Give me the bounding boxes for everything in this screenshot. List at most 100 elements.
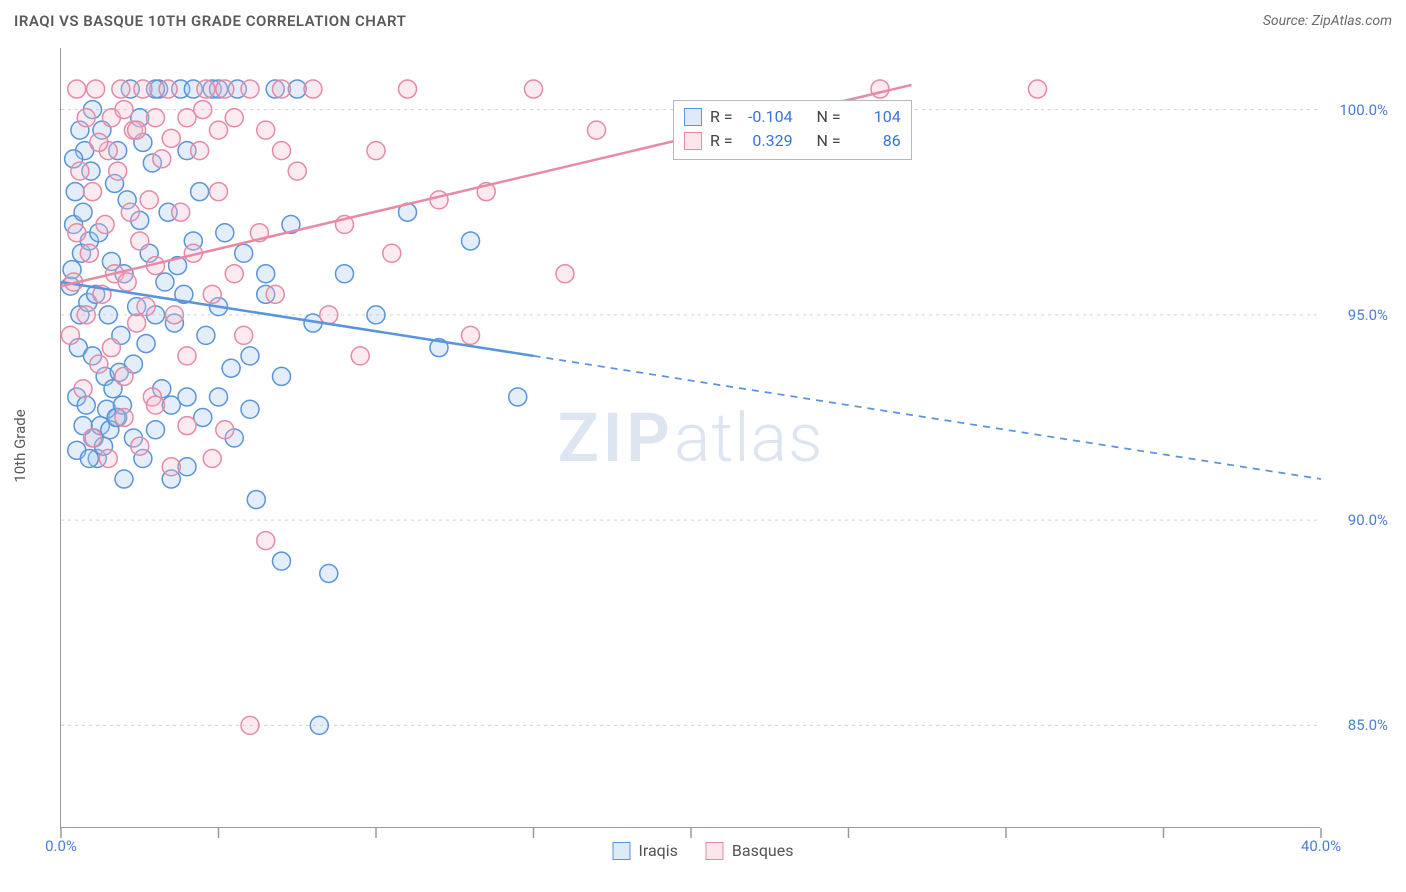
scatter-point (99, 306, 117, 324)
scatter-point (68, 224, 86, 242)
scatter-point (147, 421, 165, 439)
scatter-point (210, 183, 228, 201)
scatter-point (191, 183, 209, 201)
scatter-point (128, 314, 146, 332)
scatter-point (1029, 80, 1047, 98)
scatter-point (115, 408, 133, 426)
scatter-point (128, 121, 146, 139)
scatter-point (257, 532, 275, 550)
scatter-point (80, 244, 98, 262)
scatter-point (430, 191, 448, 209)
scatter-point (556, 265, 574, 283)
scatter-point (131, 437, 149, 455)
scatter-point (241, 347, 259, 365)
scatter-point (77, 306, 95, 324)
stats-row: R = 0.329 N = 86 (684, 129, 901, 153)
scatter-point (210, 388, 228, 406)
scatter-point (153, 150, 171, 168)
scatter-point (241, 716, 259, 734)
scatter-point (399, 80, 417, 98)
scatter-point (247, 491, 265, 509)
scatter-point (165, 306, 183, 324)
scatter-point (121, 203, 139, 221)
legend-item: Iraqis (613, 841, 678, 860)
stats-swatch (684, 132, 702, 150)
scatter-point (137, 298, 155, 316)
scatter-point (222, 359, 240, 377)
y-tick-label: 85.0% (1348, 716, 1388, 734)
scatter-point (68, 80, 86, 98)
scatter-point (99, 450, 117, 468)
scatter-point (871, 80, 889, 98)
scatter-point (241, 80, 259, 98)
stats-swatch (684, 108, 702, 126)
scatter-point (288, 162, 306, 180)
scatter-point (147, 396, 165, 414)
scatter-point (71, 162, 89, 180)
scatter-point (225, 109, 243, 127)
scatter-point (216, 421, 234, 439)
x-tick-label: 0.0% (45, 837, 77, 855)
plot-area: ZIPatlas R = -0.104 N = 104R = 0.329 N =… (60, 48, 1320, 828)
scatter-point (162, 458, 180, 476)
scatter-point (74, 380, 92, 398)
scatter-point (257, 121, 275, 139)
scatter-point (225, 265, 243, 283)
scatter-point (115, 101, 133, 119)
scatter-point (115, 367, 133, 385)
scatter-point (273, 552, 291, 570)
scatter-point (137, 335, 155, 353)
scatter-point (118, 273, 136, 291)
trend-line-extrapolated (534, 356, 1322, 479)
scatter-point (109, 162, 127, 180)
scatter-point (162, 129, 180, 147)
scatter-point (140, 191, 158, 209)
scatter-point (80, 450, 98, 468)
chart-title: IRAQI VS BASQUE 10TH GRADE CORRELATION C… (14, 12, 406, 30)
scatter-point (159, 80, 177, 98)
x-tick-label: 40.0% (1301, 837, 1341, 855)
scatter-point (96, 216, 114, 234)
scatter-point (77, 109, 95, 127)
scatter-point (112, 80, 130, 98)
scatter-point (203, 285, 221, 303)
scatter-point (462, 232, 480, 250)
scatter-point (178, 417, 196, 435)
scatter-point (273, 80, 291, 98)
scatter-point (310, 716, 328, 734)
scatter-point (351, 347, 369, 365)
legend-label: Iraqis (639, 841, 678, 860)
y-tick-label: 90.0% (1348, 511, 1388, 529)
scatter-point (102, 339, 120, 357)
scatter-point (66, 183, 84, 201)
scatter-point (131, 232, 149, 250)
y-tick-label: 95.0% (1348, 306, 1388, 324)
scatter-point (87, 80, 105, 98)
scatter-point (134, 80, 152, 98)
scatter-point (178, 347, 196, 365)
scatter-point (509, 388, 527, 406)
scatter-point (90, 355, 108, 373)
scatter-point (197, 326, 215, 344)
scatter-point (84, 429, 102, 447)
scatter-point (77, 396, 95, 414)
y-tick-label: 100.0% (1339, 101, 1388, 119)
y-axis-label: 10th Grade (11, 409, 29, 482)
scatter-point (525, 80, 543, 98)
stats-box: R = -0.104 N = 104R = 0.329 N = 86 (673, 100, 912, 160)
legend: IraqisBasques (613, 841, 794, 860)
source-text: Source: ZipAtlas.com (1263, 13, 1392, 29)
scatter-point (61, 326, 79, 344)
scatter-point (462, 326, 480, 344)
scatter-point (216, 224, 234, 242)
scatter-point (156, 273, 174, 291)
scatter-point (336, 265, 354, 283)
scatter-point (367, 306, 385, 324)
scatter-point (257, 265, 275, 283)
scatter-point (304, 80, 322, 98)
scatter-point (383, 244, 401, 262)
scatter-point (74, 203, 92, 221)
scatter-point (147, 109, 165, 127)
legend-swatch (613, 842, 631, 860)
scatter-point (115, 470, 133, 488)
